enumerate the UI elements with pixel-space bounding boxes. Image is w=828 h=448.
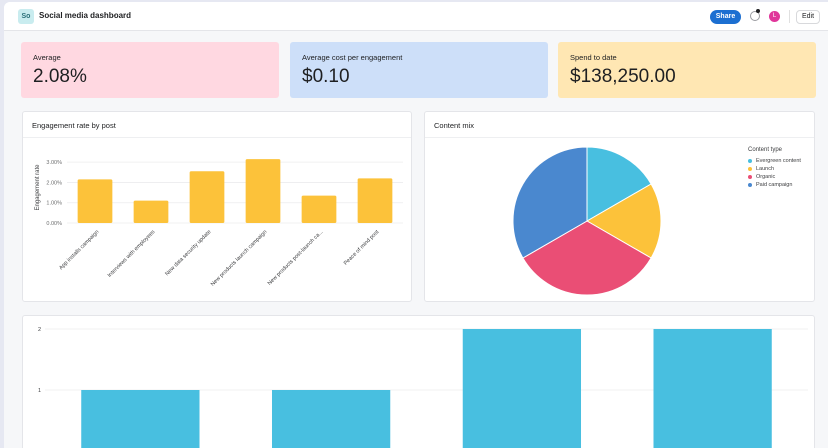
share-button[interactable]: Share [710, 10, 741, 24]
legend-label: Organic [756, 174, 776, 180]
card-title: Engagement rate by post [32, 121, 116, 130]
kpi-label: Average [33, 53, 61, 62]
x-tick-label: Interviews with employees [107, 229, 157, 279]
kpi-label: Spend to date [570, 53, 617, 62]
divider [23, 137, 411, 138]
bar [462, 329, 582, 448]
notification-dot-icon [756, 9, 760, 13]
project-icon[interactable]: So [18, 9, 34, 24]
pie-slice [512, 146, 588, 259]
avatar[interactable]: L [769, 11, 780, 22]
edit-button[interactable]: Edit [796, 10, 820, 24]
bar [245, 159, 281, 223]
bar [133, 200, 169, 223]
content-mix-card[interactable]: Content mix Content type Evergreen conte… [424, 111, 815, 302]
dashboard-title[interactable]: Social media dashboard [39, 11, 132, 20]
divider [789, 10, 790, 23]
kpi-card-spend-to-date[interactable]: Spend to date $138,250.00 [558, 42, 816, 98]
content-mix-pie-chart[interactable] [425, 112, 816, 303]
bar [189, 171, 225, 223]
engagement-bar-chart[interactable]: 0.00% 1.00% 2.00% 3.00% Engagement rate App i… [23, 112, 413, 303]
legend-item[interactable]: Organic [748, 173, 801, 181]
top-bar: So Social media dashboard ⌄ Share L Edit [4, 2, 828, 31]
y-tick-label: 1.00% [46, 201, 62, 207]
bottom-bar-chart[interactable]: 012 [23, 316, 816, 448]
legend-label: Launch [756, 166, 775, 172]
x-tick-label: New products post-launch ca... [267, 229, 325, 287]
legend-swatch [748, 174, 752, 179]
bar [77, 179, 113, 223]
legend-label: Paid campaign [756, 182, 793, 188]
notification-icon[interactable] [750, 11, 760, 21]
chevron-down-icon[interactable]: ⌄ [111, 10, 118, 19]
bar [357, 178, 393, 223]
legend-item[interactable]: Launch [748, 165, 801, 173]
x-tick-label: New data security update [164, 229, 212, 277]
bar [653, 329, 772, 448]
kpi-value: 2.08% [33, 66, 87, 87]
kpi-card-average[interactable]: Average 2.08% [21, 42, 279, 98]
y-axis-label: Engagement rate [35, 164, 41, 211]
kpi-value: $0.10 [302, 66, 350, 87]
chart-legend: Content type Evergreen content Launch Or… [748, 147, 801, 189]
legend-item[interactable]: Paid campaign [748, 181, 801, 189]
bottom-chart-card[interactable]: 012 [22, 315, 815, 448]
bar [81, 390, 200, 448]
bar [301, 195, 337, 223]
legend-swatch [748, 158, 752, 163]
legend-swatch [748, 166, 752, 171]
app-window: So Social media dashboard ⌄ Share L Edit… [4, 2, 828, 448]
legend-title: Content type [748, 147, 783, 153]
y-tick-label: 2 [38, 327, 41, 333]
y-tick-label: 1 [38, 388, 41, 394]
kpi-label: Average cost per engagement [302, 53, 403, 62]
engagement-chart-card[interactable]: Engagement rate by post 0.00% 1.00% 2.00% 3… [22, 111, 412, 302]
legend-label: Evergreen content [756, 158, 801, 164]
kpi-card-cost-per-engagement[interactable]: Average cost per engagement $0.10 [290, 42, 548, 98]
card-title: Content mix [434, 121, 475, 130]
kpi-value: $138,250.00 [570, 66, 676, 87]
bar [271, 390, 391, 448]
divider [425, 137, 814, 138]
y-tick-label: 0.00% [46, 221, 62, 227]
x-tick-label: New products launch campaign [210, 229, 269, 288]
x-tick-label: Peace of mind post [343, 229, 381, 267]
pie-slice [585, 183, 662, 259]
pie-slice [586, 146, 652, 222]
x-tick-label: App installs campaign [58, 229, 100, 271]
y-tick-label: 2.00% [46, 180, 62, 186]
legend-item[interactable]: Evergreen content [748, 157, 801, 165]
legend-swatch [748, 182, 752, 187]
y-tick-label: 3.00% [46, 160, 62, 166]
